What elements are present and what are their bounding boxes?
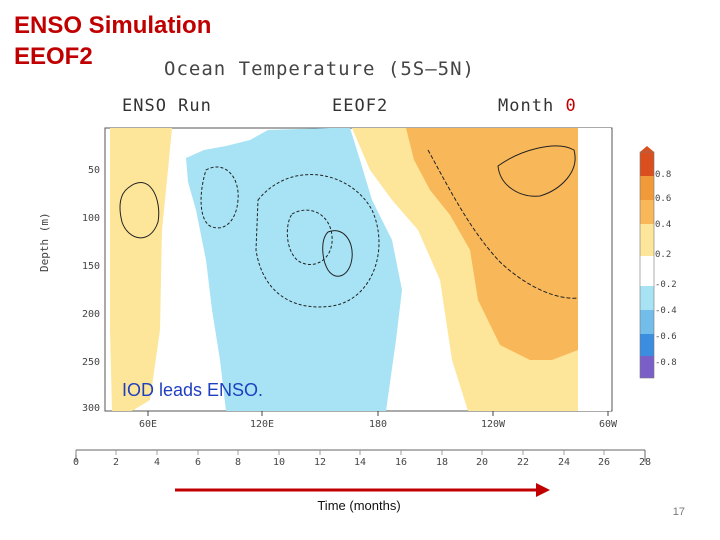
colorbar-swatch-gap [640, 256, 654, 286]
time-label-10: 10 [272, 457, 286, 468]
contour-mid-inner [286, 209, 333, 265]
x-tick-60e: 60E [138, 419, 158, 430]
y-tick-300: 300 [81, 403, 100, 414]
blank-column [578, 128, 611, 411]
contour-mid-solid [322, 230, 353, 277]
slide-title: ENSO Simulation EEOF2 [14, 10, 211, 72]
colorbar-label-1: 0.6 [655, 194, 672, 204]
time-label-28: 28 [638, 457, 652, 468]
colorbar-swatch-4 [640, 286, 654, 310]
time-arrow-head [536, 483, 550, 497]
colorbar-label-0: 0.8 [655, 170, 672, 180]
panel-label-run: ENSO Run [122, 96, 212, 116]
colorbar-swatch-3 [640, 224, 654, 256]
contour-mid-dashed [255, 174, 380, 308]
time-label-2: 2 [112, 457, 120, 468]
colorbar-swatch-0 [640, 152, 654, 176]
colorbar-label-2: 0.4 [655, 220, 672, 230]
cold-region [186, 128, 402, 411]
month-value: 0 [565, 96, 577, 116]
colorbar-swatch-6 [640, 334, 654, 356]
time-label-18: 18 [435, 457, 449, 468]
colorbar-frame [639, 151, 655, 379]
colorbar-swatch-7 [640, 356, 654, 378]
slide-title-line2: EEOF2 [14, 43, 93, 70]
timeline-ticks [75, 450, 605, 455]
annotation-iod: IOD leads ENSO. [122, 380, 264, 400]
colorbar-label-6: -0.6 [655, 332, 677, 342]
colorbar [640, 146, 654, 378]
contour-east-solid [497, 145, 576, 197]
time-label-8: 8 [234, 457, 242, 468]
colorbar-label-7: -0.8 [655, 358, 677, 368]
warm-core-orange [406, 128, 578, 360]
colorbar-swatch-2 [640, 200, 654, 224]
colorbar-label-3: 0.2 [655, 250, 672, 260]
time-label-22: 22 [516, 457, 530, 468]
colorbar-label-5: -0.4 [655, 306, 677, 316]
page-number: 17 [672, 506, 685, 518]
y-tick-100: 100 [81, 213, 100, 224]
time-label-0: 0 [72, 457, 80, 468]
slide-title-line1: ENSO Simulation [14, 12, 212, 39]
x-tick-60w: 60W [598, 419, 618, 430]
y-tick-250: 250 [81, 357, 100, 368]
time-label-12: 12 [313, 457, 327, 468]
colorbar-top-arrow [640, 146, 654, 152]
x-tick-marks [147, 411, 609, 416]
time-label-26: 26 [597, 457, 611, 468]
time-label-24: 24 [557, 457, 571, 468]
x-tick-180: 180 [368, 419, 388, 430]
y-tick-150: 150 [81, 261, 100, 272]
time-label-14: 14 [353, 457, 367, 468]
time-label-16: 16 [394, 457, 408, 468]
panel-label-mode: EEOF2 [332, 96, 389, 116]
time-label-20: 20 [475, 457, 489, 468]
time-axis-title: Time (months) [317, 498, 401, 513]
figure-title: Ocean Temperature (5S–5N) [164, 58, 475, 80]
month-prefix: Month [498, 96, 555, 116]
panel-label-month: Month 0 [498, 96, 577, 116]
time-label-6: 6 [194, 457, 202, 468]
colorbar-swatch-1 [640, 176, 654, 200]
time-label-4: 4 [153, 457, 161, 468]
colorbar-label-4: -0.2 [655, 280, 677, 290]
y-tick-200: 200 [81, 309, 100, 320]
contour-west [119, 182, 160, 239]
x-tick-120e: 120E [249, 419, 275, 430]
contour-east-dashed [427, 149, 579, 299]
x-tick-120w: 120W [480, 419, 506, 430]
y-tick-50: 50 [87, 165, 100, 176]
colorbar-swatch-5 [640, 310, 654, 334]
contour-west-dashed [200, 166, 239, 229]
